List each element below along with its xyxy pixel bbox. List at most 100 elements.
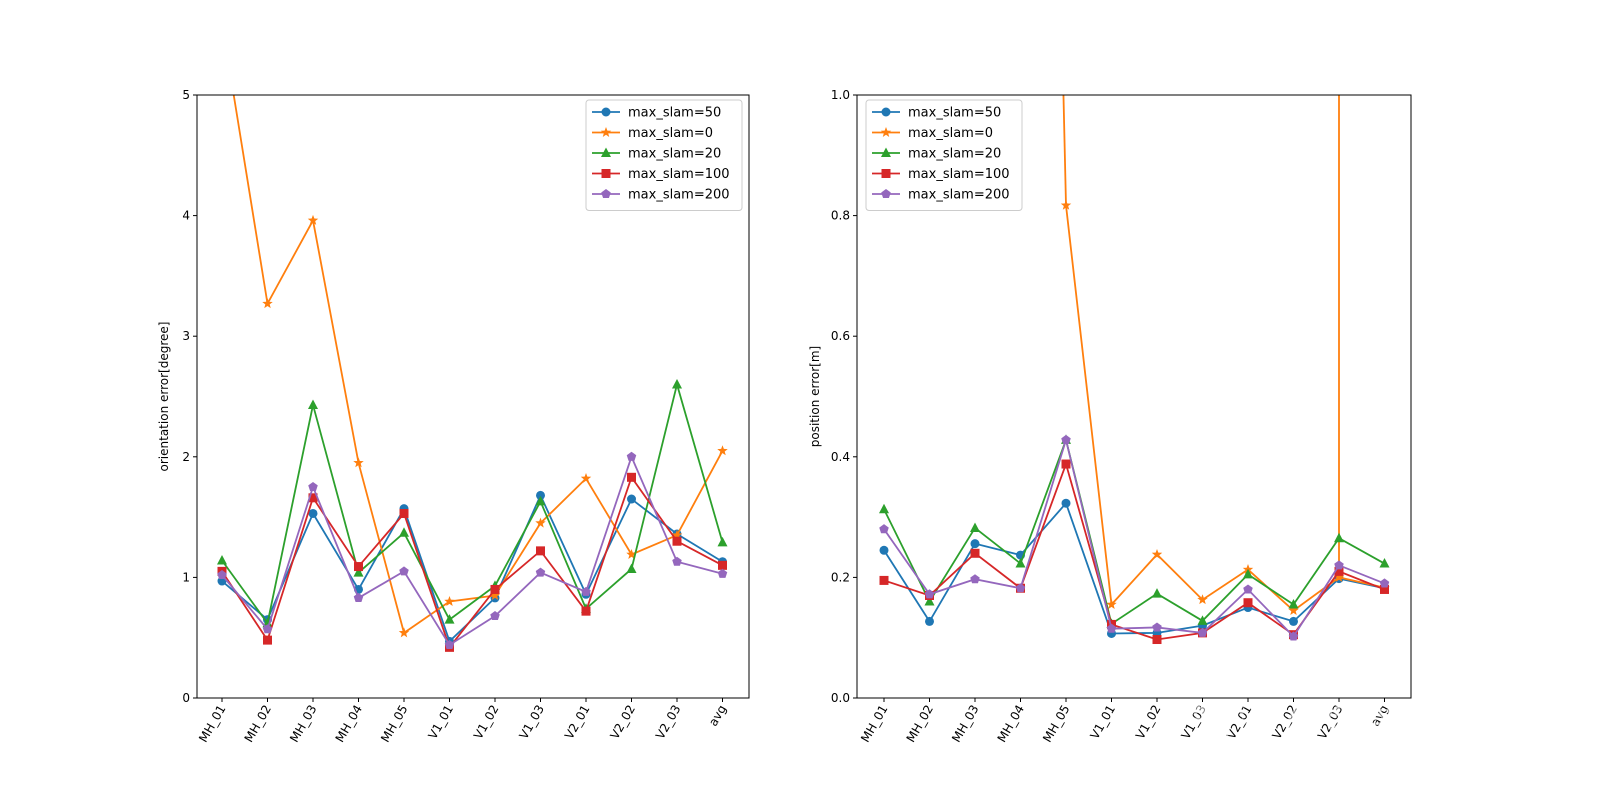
legend-marker [881, 169, 891, 178]
data-point [627, 472, 636, 482]
data-point [1151, 548, 1163, 559]
data-point [581, 606, 591, 616]
legend-label: max_slam=100 [908, 167, 1010, 182]
legend-marker [881, 189, 891, 199]
data-point [1106, 599, 1117, 609]
position-error-chart: 0.0 0.2 0.4 0.6 0.8 1.0 MH_01 MH_02 MH_03 MH_04 MH… [808, 88, 1412, 745]
y-tick-label: 0.4 [831, 450, 850, 464]
x-tick-label: MH_03 [949, 703, 981, 745]
series-line [883, 436, 1385, 638]
data-point [1334, 566, 1344, 576]
series-line [1065, 205, 1385, 612]
data-point [717, 568, 728, 578]
legend-box [865, 99, 1023, 211]
data-point [1197, 594, 1208, 605]
legend-label: max_slam=0 [628, 126, 713, 141]
series-max-slam-200 [217, 451, 728, 649]
data-point [924, 596, 935, 606]
data-point [217, 555, 227, 565]
data-point [217, 17, 227, 27]
data-point [970, 522, 980, 532]
plot-frame [196, 94, 750, 699]
y-tick-label: 0.2 [831, 570, 850, 584]
x-tick-label: V1_03 [516, 703, 547, 742]
legend-label: max_slam=20 [908, 147, 1001, 162]
legend-label: max_slam=50 [908, 106, 1001, 121]
data-point [535, 567, 546, 577]
data-point [308, 399, 318, 409]
series-max-slam-100 [217, 472, 727, 652]
x-tick-label: V2_02 [607, 703, 638, 742]
data-point [671, 529, 683, 540]
legend-box [585, 99, 743, 211]
x-tick-label: V1_02 [1133, 703, 1164, 742]
legend-marker [881, 107, 891, 117]
data-point [1380, 584, 1389, 594]
data-point [879, 545, 889, 555]
x-tick-label: V1_02 [471, 703, 502, 742]
data-point [353, 457, 364, 468]
y-tick-label: 3 [182, 329, 190, 343]
legend-label: max_slam=200 [628, 188, 730, 203]
data-point [672, 556, 682, 566]
x-tick-label: MH_02 [904, 703, 936, 745]
data-point [354, 562, 363, 572]
data-point [672, 536, 682, 546]
series-max-slam-0 [1060, 95, 1390, 616]
watermark: 知乎 @紫薯萝卜 [1192, 699, 1485, 745]
data-point [879, 524, 889, 534]
legend-marker [601, 189, 611, 199]
legend-marker [881, 147, 891, 157]
y-tick-label: 0.8 [831, 209, 850, 223]
data-point [1288, 599, 1299, 609]
data-point [263, 635, 272, 645]
data-point [717, 536, 728, 547]
data-point [1152, 588, 1162, 598]
legend-item: max_slam=100 [592, 167, 730, 182]
legend-label: max_slam=200 [908, 188, 1010, 203]
data-point [1288, 631, 1299, 641]
data-point [581, 586, 591, 596]
data-point [399, 566, 409, 576]
legend-item: max_slam=200 [592, 188, 730, 203]
series-max-slam-50 [879, 498, 1389, 638]
legend-label: max_slam=0 [908, 126, 993, 141]
legend-item: max_slam=20 [592, 147, 721, 162]
data-point [490, 584, 500, 594]
data-point [1243, 584, 1253, 594]
data-point [1061, 459, 1071, 469]
data-point [1288, 605, 1299, 616]
legend-marker [601, 107, 611, 117]
legend-label: max_slam=20 [628, 147, 721, 162]
y-axis-label: orientation error[degree] [157, 322, 171, 472]
y-tick-label: 0 [182, 691, 190, 705]
data-point [626, 563, 637, 573]
x-tick-label: V2_03 [653, 703, 684, 742]
data-point [535, 517, 546, 528]
series-line [221, 475, 723, 650]
data-point [444, 639, 455, 649]
data-point [1015, 558, 1026, 568]
data-point [489, 589, 501, 600]
y-tick-label: 1 [182, 570, 190, 584]
data-point [970, 539, 980, 549]
series-line [883, 436, 1385, 626]
data-point [970, 574, 980, 584]
x-tick-label: MH_04 [333, 703, 365, 745]
data-point [1197, 615, 1208, 625]
data-point [490, 610, 500, 621]
data-point [970, 548, 980, 558]
data-point [1152, 622, 1162, 632]
x-tick-label: V2_01 [562, 703, 593, 742]
series-line [883, 501, 1385, 635]
data-point [580, 473, 592, 483]
data-point [398, 627, 410, 638]
data-point [1152, 635, 1162, 645]
data-point [1061, 434, 1071, 444]
data-point [717, 445, 728, 456]
plot-frame [856, 94, 1412, 699]
data-point [536, 546, 545, 556]
data-point [925, 616, 934, 626]
data-point [353, 592, 364, 602]
